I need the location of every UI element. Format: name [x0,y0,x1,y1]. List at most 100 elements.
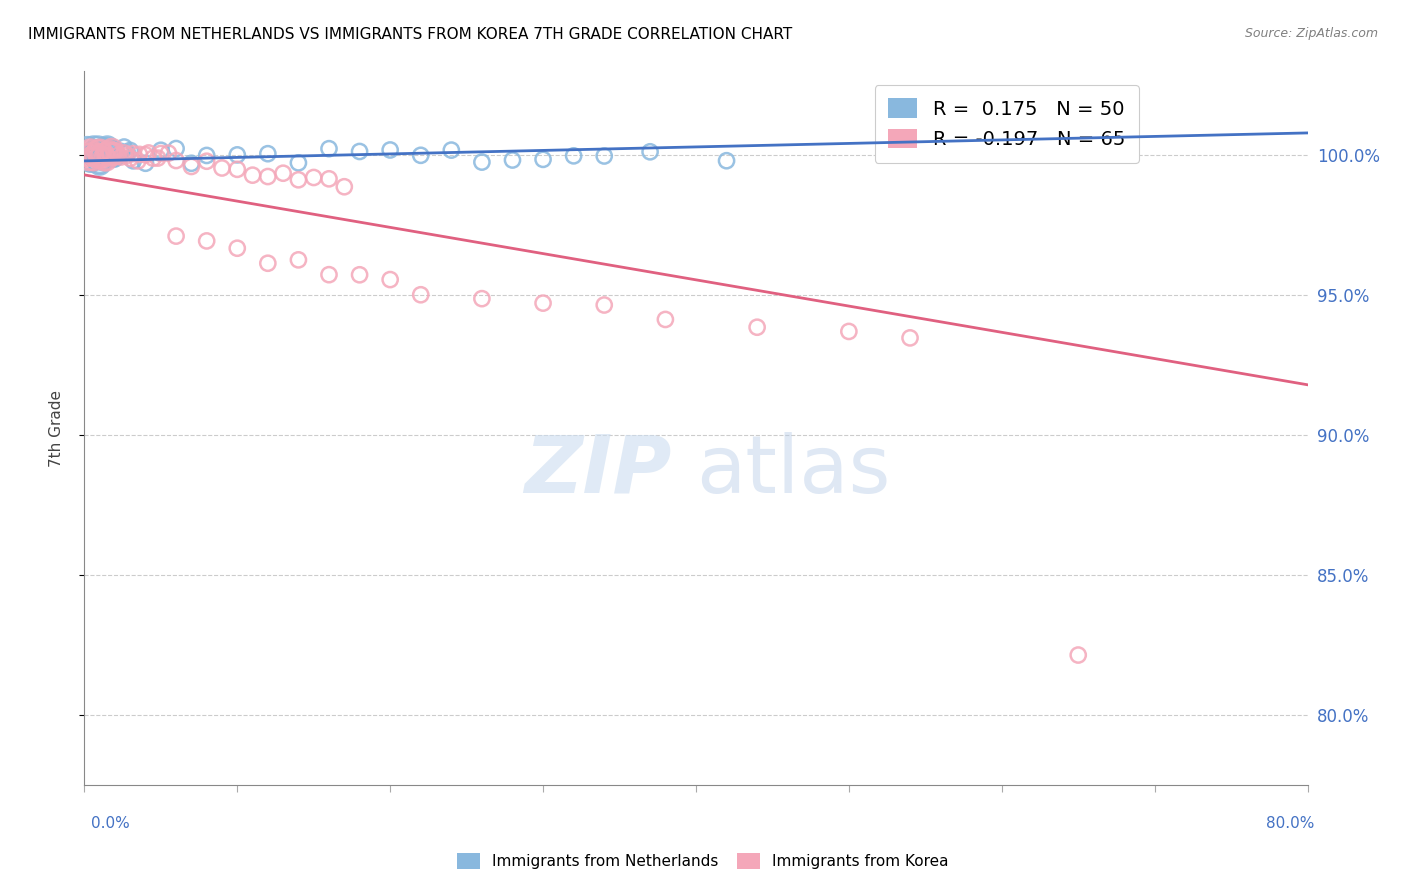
Legend: Immigrants from Netherlands, Immigrants from Korea: Immigrants from Netherlands, Immigrants … [451,847,955,875]
Point [211,161,233,175]
Point [83,140,105,154]
Point [104,151,127,165]
Point [76,148,98,162]
Text: Source: ZipAtlas.com: Source: ZipAtlas.com [1244,27,1378,40]
Text: IMMIGRANTS FROM NETHERLANDS VS IMMIGRANTS FROM KOREA 7TH GRADE CORRELATION CHART: IMMIGRANTS FROM NETHERLANDS VS IMMIGRANT… [28,27,793,42]
Point [471,292,494,306]
Point [93,143,115,157]
Point [165,229,187,244]
Point [80,147,103,161]
Point [287,156,309,170]
Point [96,140,118,154]
Point [101,145,124,159]
Text: ZIP: ZIP [524,432,672,510]
Point [302,170,325,185]
Point [112,145,135,160]
Point [80,146,103,161]
Point [103,146,125,161]
Point [747,320,769,334]
Point [91,147,114,161]
Point [271,166,294,180]
Point [104,144,127,158]
Point [226,241,249,255]
Point [89,155,111,169]
Point [101,143,124,157]
Legend: R =  0.175   N = 50, R = -0.197   N = 65: R = 0.175 N = 50, R = -0.197 N = 65 [875,85,1139,162]
Text: 80.0%: 80.0% [1267,816,1315,831]
Point [287,252,309,267]
Point [94,142,117,156]
Point [79,153,101,168]
Point [112,140,135,154]
Point [440,143,463,157]
Point [257,169,280,184]
Point [79,144,101,158]
Point [110,150,132,164]
Point [409,148,432,162]
Point [149,143,172,157]
Point [120,144,142,158]
Point [654,312,676,326]
Point [97,145,120,159]
Point [898,331,921,345]
Point [157,146,180,161]
Point [83,153,105,167]
Point [226,162,249,177]
Point [122,146,145,161]
Point [142,151,165,165]
Point [91,145,114,160]
Point [165,153,187,168]
Point [165,142,187,156]
Point [120,152,142,166]
Point [122,153,145,168]
Point [502,153,524,167]
Point [333,179,356,194]
Point [110,145,132,159]
Point [593,149,616,163]
Point [716,153,738,168]
Point [135,148,157,162]
Point [257,256,280,270]
Point [180,156,202,170]
Point [79,153,101,168]
Point [135,156,157,170]
Point [115,148,138,162]
Point [96,146,118,161]
Text: atlas: atlas [696,432,890,510]
Point [1067,648,1090,662]
Text: 0.0%: 0.0% [91,816,131,831]
Point [94,153,117,167]
Point [562,149,585,163]
Point [89,144,111,158]
Point [127,153,149,168]
Point [84,144,107,158]
Point [318,171,340,186]
Point [90,150,112,164]
Point [409,287,432,301]
Point [107,148,129,162]
Point [471,155,494,169]
Point [138,145,160,160]
Point [242,168,264,182]
Point [84,148,107,162]
Point [838,325,860,339]
Point [195,148,218,162]
Point [257,146,280,161]
Point [531,296,554,310]
Point [318,142,340,156]
Point [86,144,108,158]
Point [107,149,129,163]
Point [86,145,108,160]
Point [380,272,402,286]
Point [80,147,103,161]
Point [90,152,112,166]
Point [97,145,120,159]
Point [79,145,101,160]
Point [180,160,202,174]
Point [98,145,121,160]
Point [89,150,111,164]
Point [195,154,218,169]
Point [287,173,309,187]
Point [349,145,371,159]
Point [103,149,125,163]
